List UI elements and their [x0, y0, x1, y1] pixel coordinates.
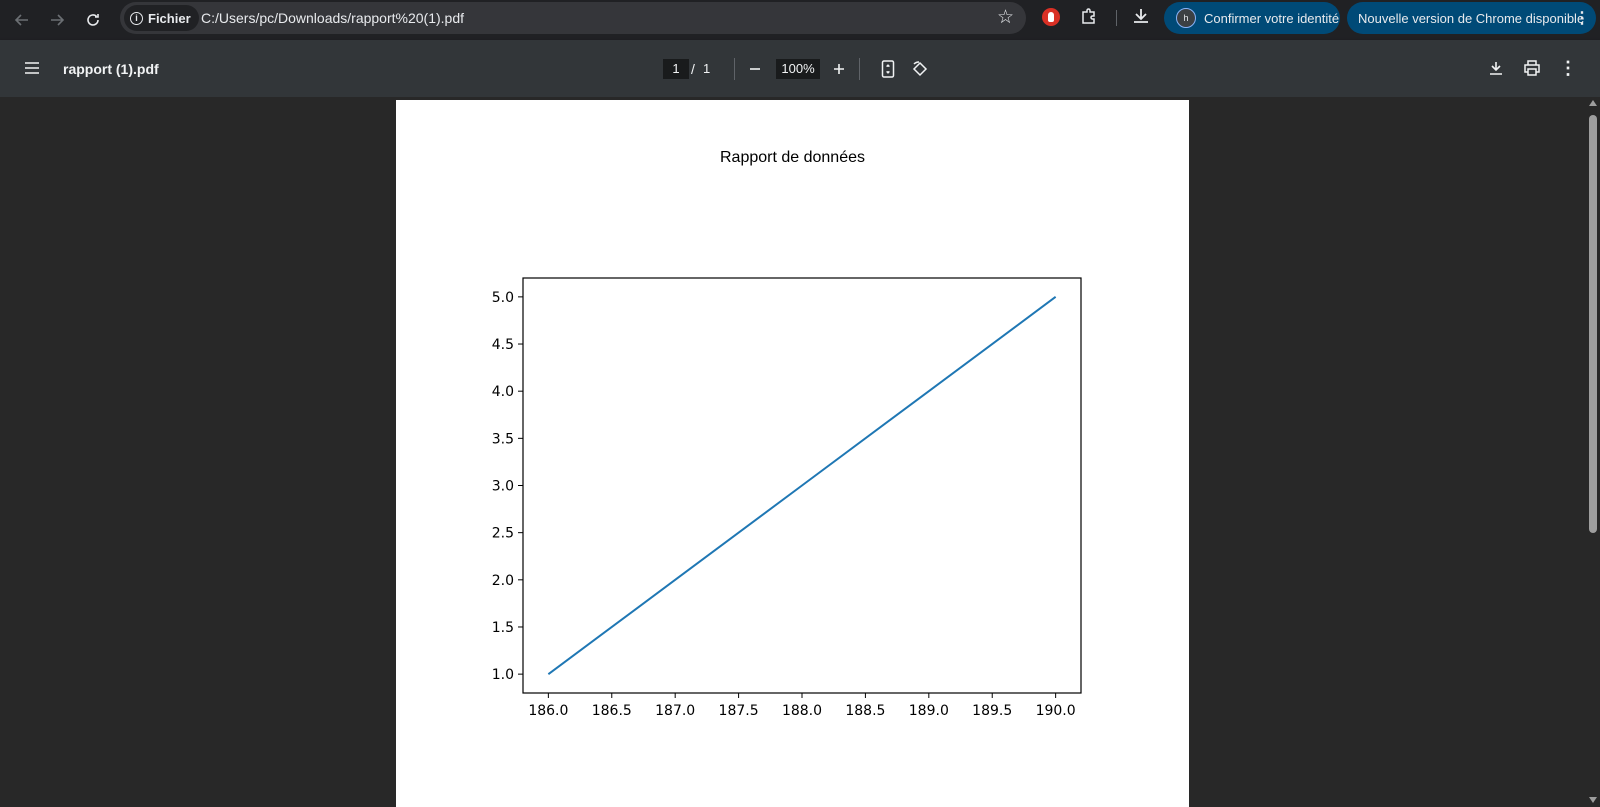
- vertical-scrollbar[interactable]: [1586, 97, 1600, 807]
- x-tick-label: 189.5: [972, 703, 1012, 719]
- back-icon[interactable]: [8, 6, 36, 34]
- info-icon: i: [130, 11, 143, 25]
- toolbar-divider: [734, 58, 735, 80]
- total-pages: 1: [703, 61, 711, 76]
- site-chip-label: Fichier: [148, 10, 191, 26]
- x-tick-label: 188.5: [845, 703, 885, 719]
- star-icon[interactable]: ☆: [996, 7, 1014, 28]
- scroll-down-icon[interactable]: [1589, 797, 1597, 803]
- y-tick-label: 4.0: [492, 384, 514, 400]
- forward-icon[interactable]: [43, 6, 71, 34]
- chrome-update-label: Nouvelle version de Chrome disponible: [1358, 10, 1585, 26]
- zoom-input[interactable]: 100%: [776, 59, 820, 79]
- menu-icon[interactable]: [20, 56, 44, 80]
- x-tick-label: 187.5: [719, 703, 759, 719]
- toolbar-divider: [859, 58, 860, 80]
- confirm-identity-button[interactable]: h Confirmer votre identité: [1164, 2, 1340, 34]
- line-chart: 186.0 186.5 187.0 187.5 188.0 188.5 189.0 189.5…: [492, 277, 1082, 719]
- page-number-input[interactable]: 1: [663, 59, 689, 79]
- avatar: h: [1176, 8, 1196, 28]
- browser-toolbar: i Fichier C:/Users/pc/Downloads/rapport%…: [0, 0, 1600, 40]
- x-tick-label: 186.5: [592, 703, 632, 719]
- print-icon[interactable]: [1520, 56, 1544, 80]
- document-title: rapport (1).pdf: [63, 61, 159, 77]
- address-bar[interactable]: i Fichier C:/Users/pc/Downloads/rapport%…: [120, 2, 1026, 34]
- report-title: Rapport de données: [720, 149, 865, 166]
- x-tick-label: 188.0: [782, 703, 822, 719]
- x-tick-label: 186.0: [528, 703, 568, 719]
- chrome-update-button[interactable]: Nouvelle version de Chrome disponible ⋮: [1347, 2, 1596, 34]
- pdf-viewport[interactable]: Rapport de données 186.0 186.5 187.0 187.5 1…: [0, 97, 1600, 807]
- url-text[interactable]: C:/Users/pc/Downloads/rapport%20(1).pdf: [201, 10, 465, 26]
- pdf-page: Rapport de données 186.0 186.5 187.0 187.5 1…: [396, 100, 1189, 807]
- confirm-identity-label: Confirmer votre identité: [1204, 10, 1340, 26]
- y-tick-label: 3.5: [492, 431, 514, 447]
- y-tick-label: 2.5: [492, 526, 514, 542]
- series-line: [547, 296, 1057, 675]
- x-tick-label: 190.0: [1036, 703, 1076, 719]
- puzzle-icon[interactable]: [1080, 7, 1098, 30]
- zoom-out-icon[interactable]: [743, 57, 767, 81]
- x-tick-label: 189.0: [909, 703, 949, 719]
- download-icon[interactable]: [1131, 6, 1151, 31]
- page-separator: /: [691, 61, 695, 77]
- y-tick-label: 1.5: [492, 620, 514, 636]
- extension-red-icon[interactable]: [1042, 8, 1060, 26]
- site-info-chip[interactable]: i Fichier: [124, 5, 199, 31]
- fit-page-icon[interactable]: [876, 57, 900, 81]
- pdf-toolbar: rapport (1).pdf 1 / 1 100% ⋮: [0, 40, 1600, 97]
- scroll-up-icon[interactable]: [1589, 100, 1597, 106]
- scrollbar-thumb[interactable]: [1589, 115, 1597, 533]
- rotate-icon[interactable]: [908, 57, 932, 81]
- zoom-in-icon[interactable]: [827, 57, 851, 81]
- y-tick-label: 1.0: [492, 667, 514, 683]
- reload-icon[interactable]: [79, 6, 107, 34]
- x-tick-label: 187.0: [655, 703, 695, 719]
- y-tick-label: 4.5: [492, 337, 514, 353]
- y-tick-label: 2.0: [492, 573, 514, 589]
- toolbar-divider: [1116, 10, 1117, 26]
- y-tick-label: 5.0: [492, 290, 514, 306]
- more-vert-icon[interactable]: ⋮: [1574, 10, 1590, 27]
- download-icon[interactable]: [1484, 56, 1508, 80]
- y-tick-label: 3.0: [492, 479, 514, 495]
- more-vert-icon[interactable]: ⋮: [1559, 57, 1577, 78]
